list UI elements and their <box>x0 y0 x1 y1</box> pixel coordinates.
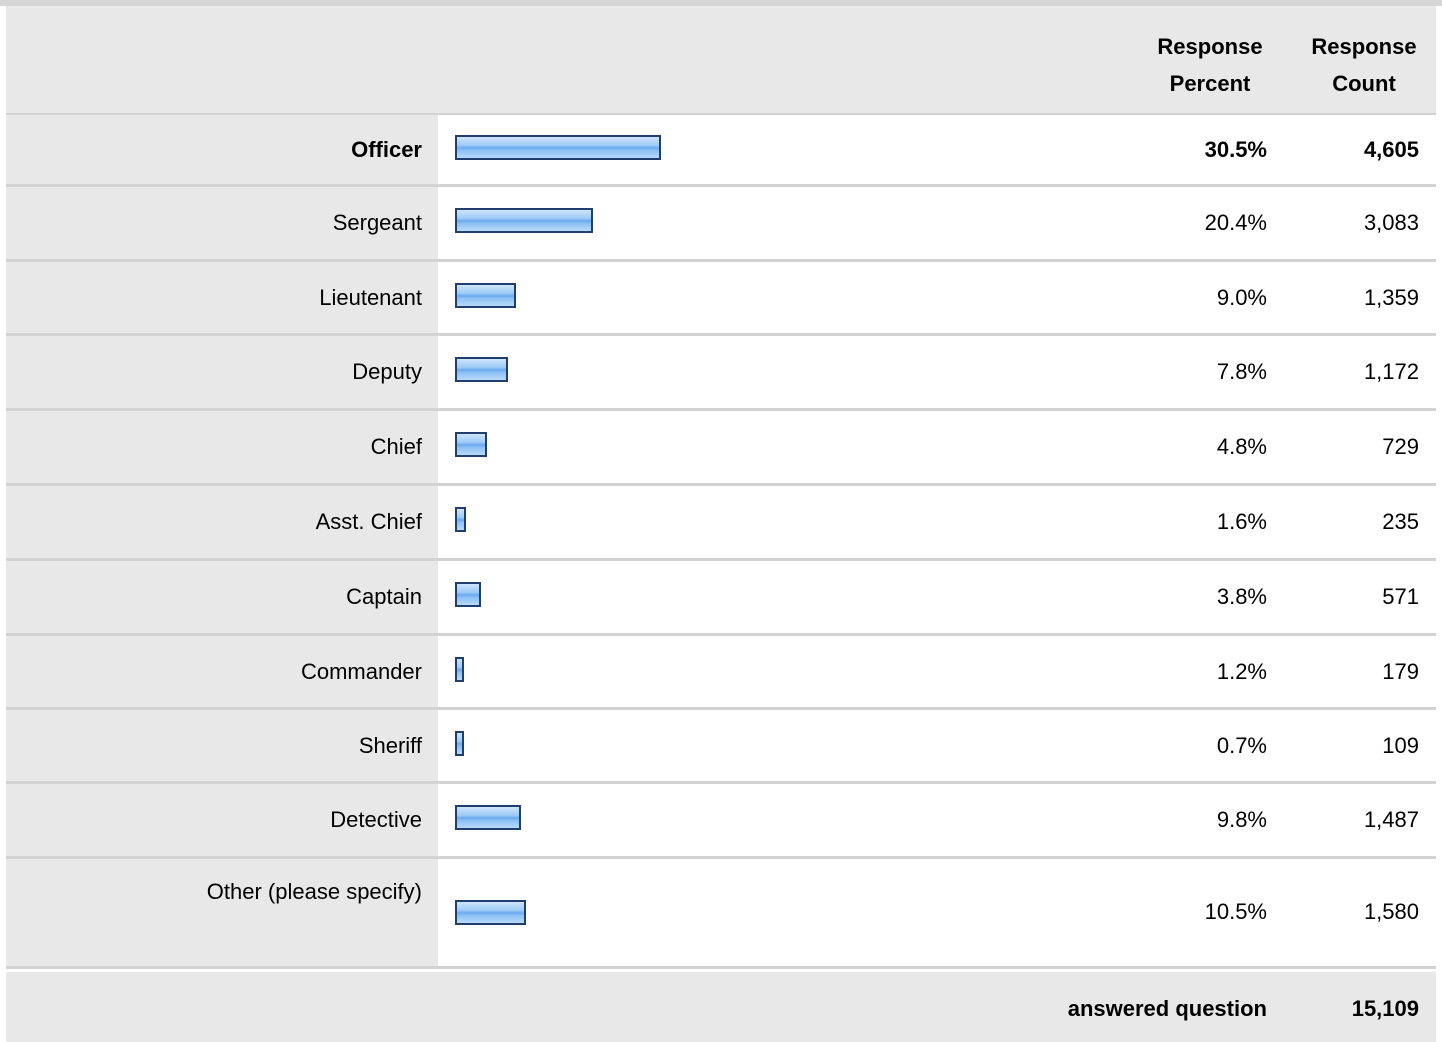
table-row: Sergeant 20.4% 3,083 <box>6 187 1436 262</box>
bar <box>455 357 508 382</box>
row-label: Asst. Chief <box>315 509 422 534</box>
row-label-cell: Asst. Chief <box>6 486 438 558</box>
row-label: Sheriff <box>358 733 422 758</box>
table-row: Commander 1.2% 179 <box>6 636 1436 710</box>
top-border <box>0 0 1442 6</box>
response-count: 729 <box>1382 434 1419 459</box>
response-count: 109 <box>1382 733 1419 758</box>
row-label: Captain <box>346 584 422 609</box>
table-header: Response Percent Response Count <box>6 6 1436 115</box>
bar <box>455 283 516 308</box>
row-label-cell: Detective <box>6 784 438 856</box>
row-label: Commander <box>300 659 422 684</box>
bar <box>455 582 481 607</box>
response-percent: 4.8% <box>1216 434 1267 459</box>
response-percent: 30.5% <box>1204 137 1267 162</box>
response-percent: 7.8% <box>1216 359 1267 384</box>
response-count: 179 <box>1382 659 1419 684</box>
answered-question-label: answered question <box>1067 996 1267 1021</box>
response-percent: 10.5% <box>1204 899 1267 924</box>
response-percent: 9.0% <box>1216 285 1267 310</box>
row-label: Sergeant <box>332 210 422 235</box>
row-label-cell: Lieutenant <box>6 262 438 333</box>
response-count: 4,605 <box>1363 137 1419 162</box>
row-label-cell: Officer <box>6 115 438 184</box>
response-percent: 9.8% <box>1216 807 1267 832</box>
row-label-cell: Deputy <box>6 336 438 408</box>
row-label-cell: Sheriff <box>6 710 438 781</box>
row-label-cell: Captain <box>6 561 438 633</box>
response-percent: 0.7% <box>1216 733 1267 758</box>
bar <box>455 135 661 160</box>
response-percent: 1.2% <box>1216 659 1267 684</box>
response-count: 1,487 <box>1363 807 1419 832</box>
table-row: Sheriff 0.7% 109 <box>6 710 1436 784</box>
response-count: 1,359 <box>1363 285 1419 310</box>
bar <box>455 208 593 233</box>
table-row: Detective 9.8% 1,487 <box>6 784 1436 859</box>
response-count: 1,172 <box>1363 359 1419 384</box>
table-footer: answered question 15,109 <box>6 972 1436 1042</box>
row-label: Lieutenant <box>319 285 422 310</box>
response-percent-header: Response Percent <box>1157 34 1263 96</box>
row-label: Deputy <box>352 359 422 384</box>
table-row: Chief 4.8% 729 <box>6 411 1436 486</box>
row-label-cell: Sergeant <box>6 187 438 259</box>
table-row: Captain 3.8% 571 <box>6 561 1436 636</box>
bar <box>455 900 526 925</box>
row-label: Officer <box>351 137 422 162</box>
table-row: Asst. Chief 1.6% 235 <box>6 486 1436 561</box>
row-label: Chief <box>370 434 422 459</box>
table-row: Lieutenant 9.0% 1,359 <box>6 262 1436 336</box>
table-row: Officer 30.5% 4,605 <box>6 115 1436 187</box>
response-percent: 3.8% <box>1216 584 1267 609</box>
bar <box>455 731 464 756</box>
bar <box>455 657 464 682</box>
response-percent: 20.4% <box>1204 210 1267 235</box>
bar <box>455 805 521 830</box>
response-rows: Officer 30.5% 4,605 Sergeant 20.4% 3,083 Lieut… <box>6 115 1436 969</box>
response-count: 235 <box>1382 509 1419 534</box>
response-count: 1,580 <box>1363 899 1419 924</box>
bar <box>455 432 487 457</box>
response-percent: 1.6% <box>1216 509 1267 534</box>
row-label-cell: Chief <box>6 411 438 483</box>
row-label-cell: Other (please specify) <box>6 859 438 966</box>
table-row: Other (please specify) 10.5% 1,580 <box>6 859 1436 969</box>
row-label: Other (please specify) <box>206 879 422 904</box>
answered-question-total: 15,109 <box>1351 996 1419 1021</box>
response-count: 3,083 <box>1363 210 1419 235</box>
row-label: Detective <box>330 807 422 832</box>
response-count: 571 <box>1382 584 1419 609</box>
row-label-cell: Commander <box>6 636 438 707</box>
table-row: Deputy 7.8% 1,172 <box>6 336 1436 411</box>
response-count-header: Response Count <box>1311 34 1417 96</box>
bar <box>455 507 466 532</box>
